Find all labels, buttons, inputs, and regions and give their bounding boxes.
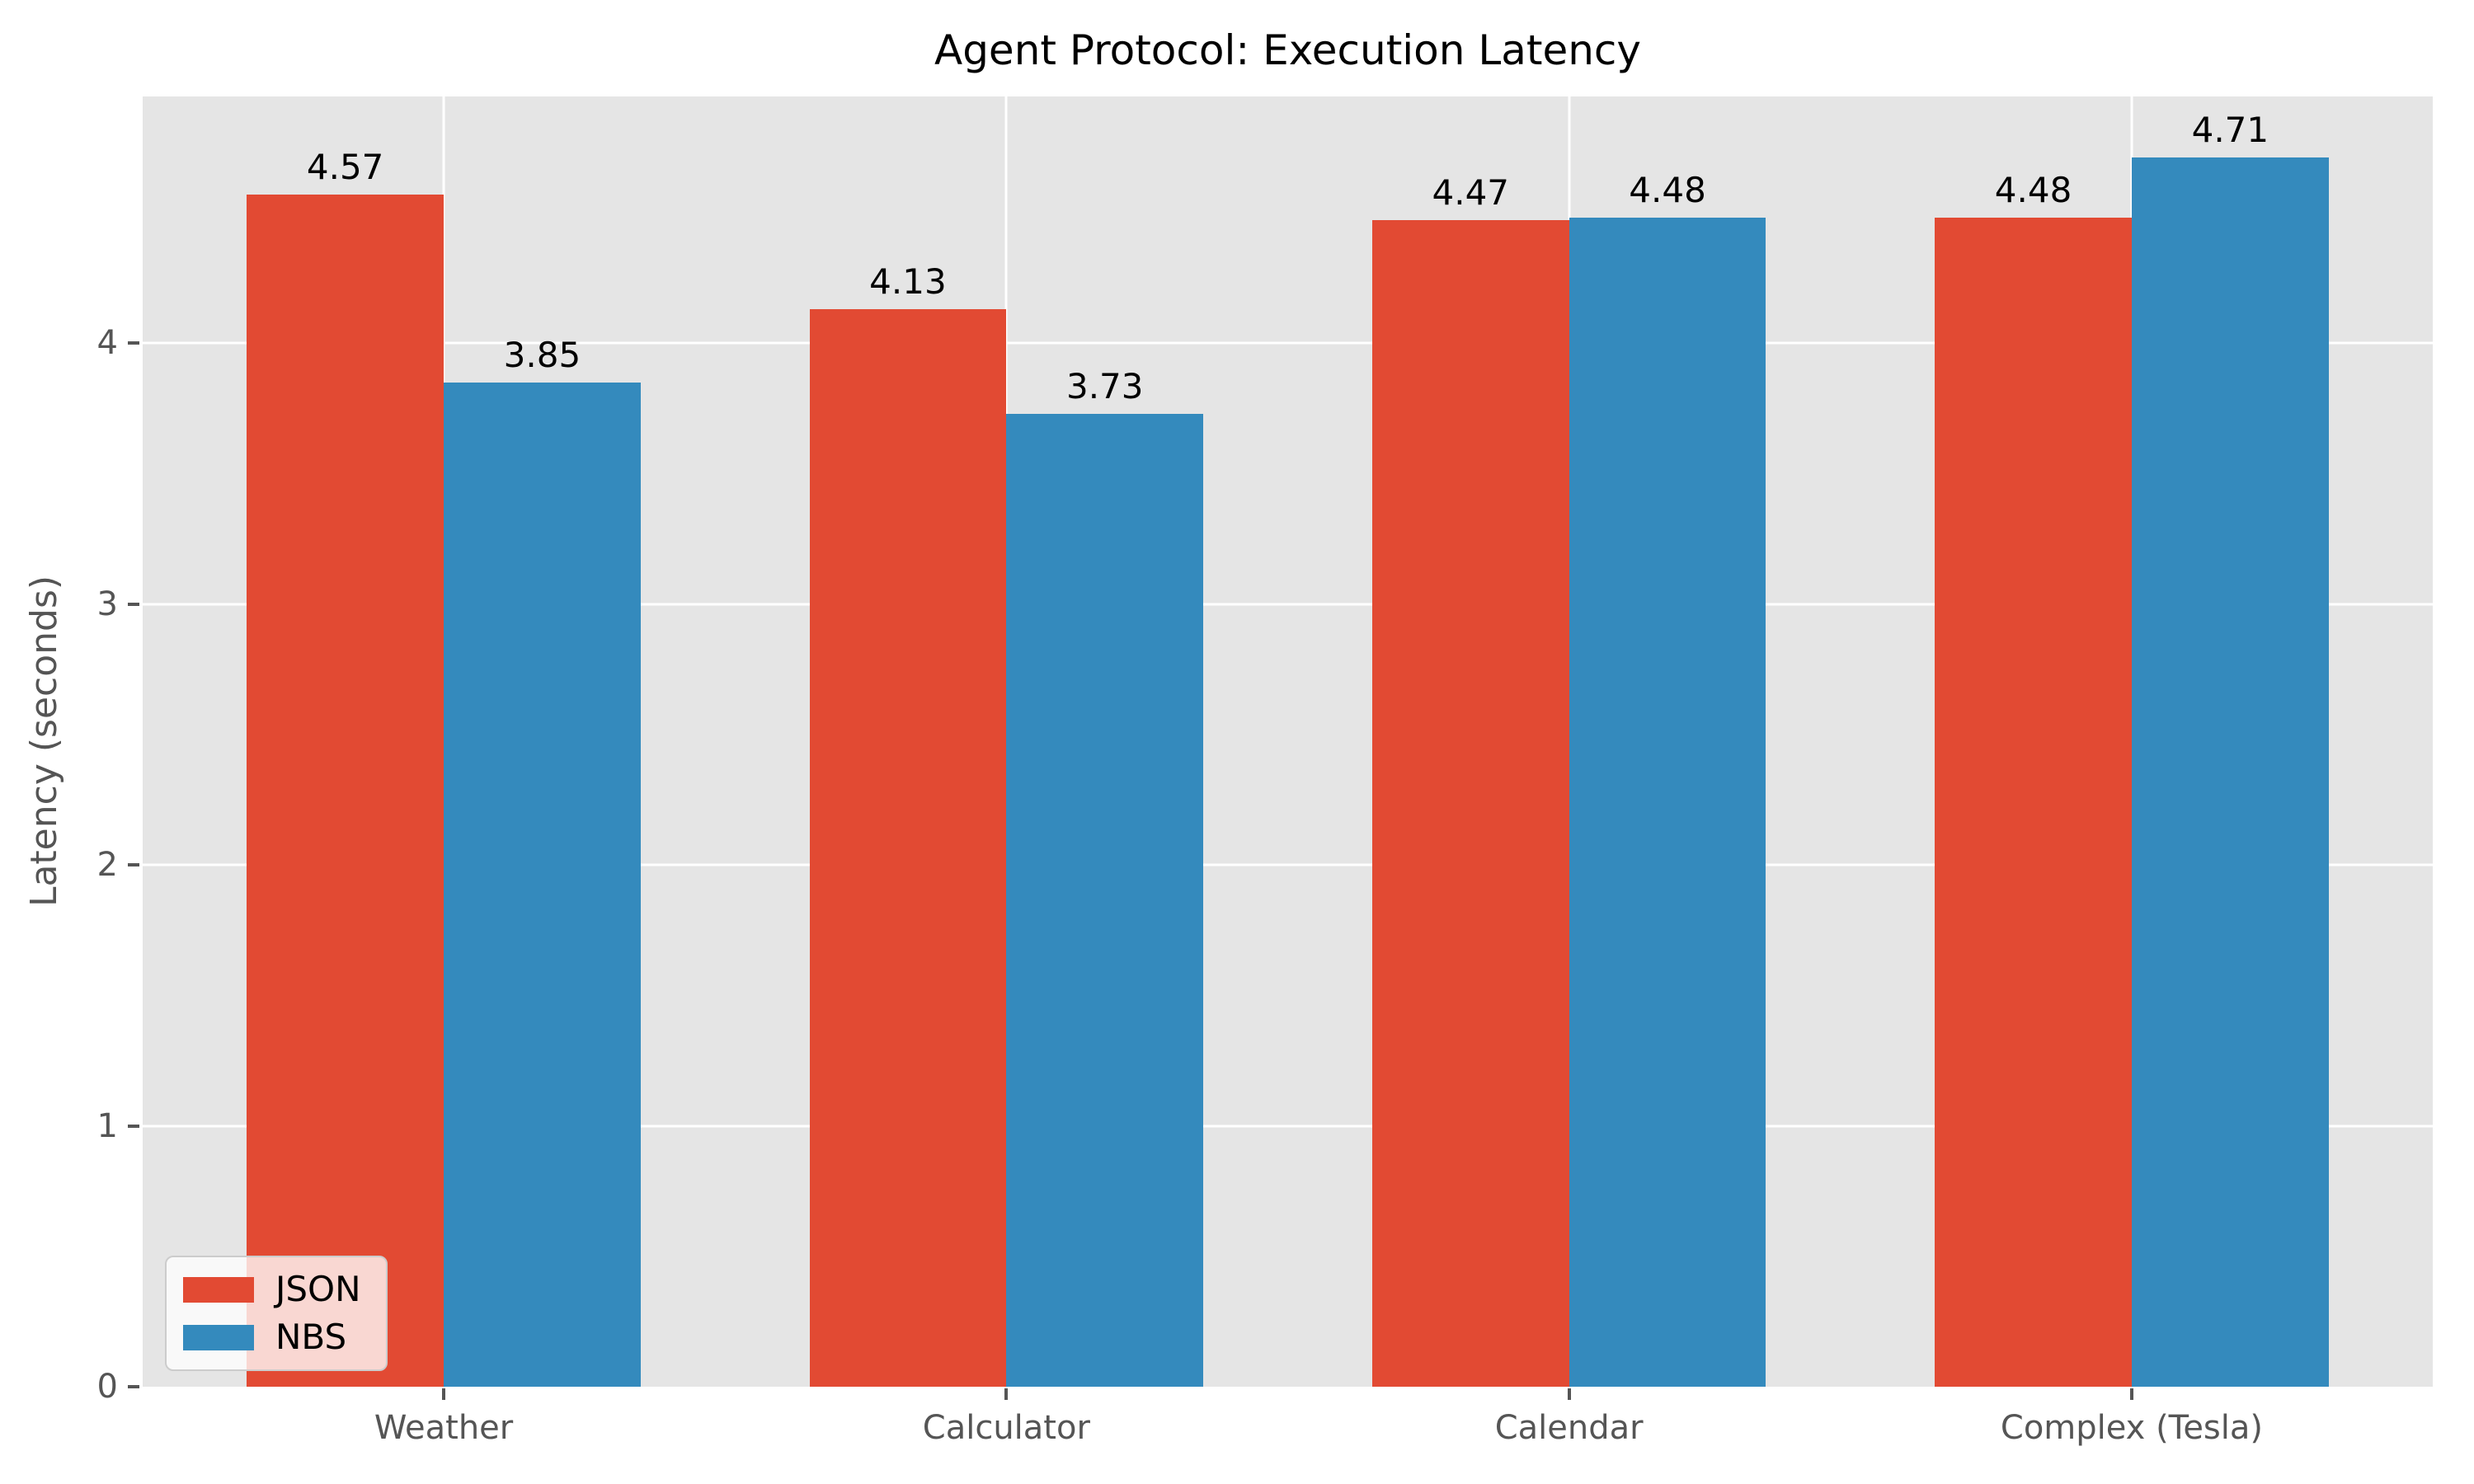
bar-nbs-complex-tesla [2131, 157, 2329, 1387]
bar-label-nbs-weather: 3.85 [503, 334, 581, 375]
bar-json-complex-tesla [1935, 218, 2132, 1387]
bar-label-nbs-complex-tesla: 4.71 [2191, 110, 2269, 151]
chart-title: Agent Protocol: Execution Latency [934, 26, 1641, 74]
y-tick-dash-1 [128, 1124, 139, 1128]
y-tick-label-0: 0 [96, 1368, 118, 1406]
bar-json-calculator [809, 308, 1007, 1387]
y-tick-dash-3 [128, 602, 139, 606]
bar-label-json-complex-tesla: 4.48 [1994, 170, 2072, 211]
legend-label-nbs: NBS [275, 1317, 347, 1357]
bar-label-json-calendar: 4.47 [1432, 172, 1510, 214]
bar-nbs-calendar [1569, 218, 1766, 1387]
y-tick-label-2: 2 [96, 846, 118, 885]
x-tick-dash-calculator [1004, 1388, 1009, 1400]
bar-value-labels-layer: 4.57 4.13 4.47 4.48 3.85 3.73 4.48 4.71 [143, 96, 2433, 1387]
x-tick-label-complex-tesla: Complex (Tesla) [2000, 1409, 2263, 1447]
y-tick-dash-2 [128, 863, 139, 867]
x-axis-ticks: Weather Calculator Calendar Complex (Tesla) [143, 1387, 2433, 1477]
x-tick-label-weather: Weather [374, 1409, 514, 1447]
gridline-h-1 [143, 1125, 2433, 1128]
y-tick-dash-0 [128, 1385, 139, 1388]
y-tick-dash-4 [128, 341, 139, 345]
bar-nbs-weather [444, 382, 641, 1387]
bar-label-nbs-calculator: 3.73 [1065, 365, 1144, 406]
gridline-h-2 [143, 863, 2433, 866]
legend-swatch-json [183, 1276, 254, 1303]
bar-json-weather [247, 194, 444, 1387]
x-tick-dash-weather [442, 1388, 446, 1400]
bar-label-json-weather: 4.57 [306, 146, 384, 187]
x-tick-dash-calendar [1567, 1388, 1571, 1400]
x-tick-label-calendar: Calendar [1494, 1409, 1644, 1447]
x-tick-label-calculator: Calculator [922, 1409, 1090, 1447]
y-tick-label-1: 1 [96, 1106, 118, 1145]
legend-item-json: JSON [183, 1272, 361, 1307]
legend-label-json: JSON [275, 1269, 361, 1309]
legend: JSON NBS [165, 1256, 388, 1371]
bar-label-nbs-calendar: 4.48 [1629, 170, 1706, 211]
legend-item-nbs: NBS [183, 1320, 361, 1355]
plot-area: 4.57 4.13 4.47 4.48 3.85 3.73 4.48 4.71 JSON NBS [143, 96, 2433, 1387]
gridline-h-4 [143, 341, 2433, 345]
bars-layer [143, 96, 2433, 1387]
y-tick-label-3: 3 [96, 585, 118, 623]
bar-nbs-calculator [1006, 413, 1204, 1387]
y-tick-label-4: 4 [96, 324, 118, 363]
bar-label-json-calculator: 4.13 [869, 261, 947, 302]
x-tick-dash-complex-tesla [2129, 1388, 2133, 1400]
y-axis-ticks: 0 1 2 3 4 [0, 96, 143, 1403]
gridline-h-3 [143, 603, 2433, 606]
bar-json-calendar [1371, 220, 1569, 1387]
legend-swatch-nbs [183, 1324, 254, 1350]
